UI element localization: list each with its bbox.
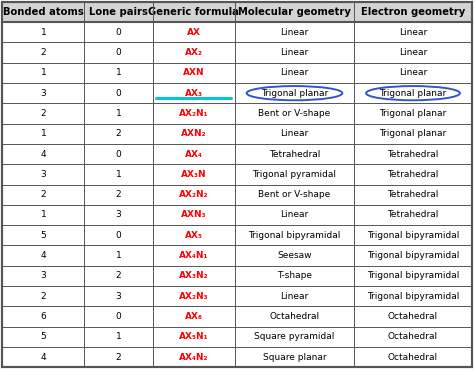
Text: AX₅N₁: AX₅N₁ bbox=[179, 332, 209, 341]
Text: Trigonal bipyramidal: Trigonal bipyramidal bbox=[367, 271, 459, 280]
Text: Trigonal planar: Trigonal planar bbox=[261, 89, 328, 98]
Text: AXN: AXN bbox=[183, 68, 204, 77]
Text: Trigonal bipyramidal: Trigonal bipyramidal bbox=[367, 231, 459, 240]
Text: 2: 2 bbox=[41, 190, 46, 199]
Text: 0: 0 bbox=[116, 231, 121, 240]
Text: Linear: Linear bbox=[399, 48, 427, 57]
Text: 0: 0 bbox=[116, 28, 121, 37]
Text: 1: 1 bbox=[41, 68, 46, 77]
Text: Trigonal planar: Trigonal planar bbox=[379, 129, 447, 138]
Text: Octahedral: Octahedral bbox=[388, 352, 438, 362]
Text: 1: 1 bbox=[116, 109, 121, 118]
Text: 2: 2 bbox=[116, 129, 121, 138]
Text: AX₃N₂: AX₃N₂ bbox=[179, 271, 209, 280]
Text: Tetrahedral: Tetrahedral bbox=[269, 149, 320, 159]
Text: AXN₃: AXN₃ bbox=[181, 210, 206, 220]
Text: Trigonal pyramidal: Trigonal pyramidal bbox=[253, 170, 337, 179]
Text: AX₂: AX₂ bbox=[184, 48, 202, 57]
Text: Bonded atoms: Bonded atoms bbox=[3, 7, 84, 17]
Text: Bent or V-shape: Bent or V-shape bbox=[258, 109, 330, 118]
Text: 5: 5 bbox=[41, 231, 46, 240]
Text: Electron geometry: Electron geometry bbox=[361, 7, 465, 17]
Text: Linear: Linear bbox=[399, 28, 427, 37]
Text: 4: 4 bbox=[41, 352, 46, 362]
Text: Lone pairs: Lone pairs bbox=[89, 7, 148, 17]
Text: 3: 3 bbox=[41, 170, 46, 179]
Text: Trigonal planar: Trigonal planar bbox=[379, 109, 447, 118]
Text: Tetrahedral: Tetrahedral bbox=[387, 190, 438, 199]
Text: 2: 2 bbox=[116, 190, 121, 199]
Text: 3: 3 bbox=[116, 210, 121, 220]
Text: 1: 1 bbox=[116, 251, 121, 260]
Text: Tetrahedral: Tetrahedral bbox=[387, 170, 438, 179]
Text: Trigonal planar: Trigonal planar bbox=[379, 89, 447, 98]
Text: 1: 1 bbox=[41, 129, 46, 138]
Text: Linear: Linear bbox=[399, 68, 427, 77]
Text: Bent or V-shape: Bent or V-shape bbox=[258, 190, 330, 199]
Text: 1: 1 bbox=[41, 210, 46, 220]
Text: AX₅: AX₅ bbox=[184, 231, 202, 240]
Text: Linear: Linear bbox=[280, 68, 309, 77]
Text: Tetrahedral: Tetrahedral bbox=[387, 210, 438, 220]
Text: Linear: Linear bbox=[280, 129, 309, 138]
Text: AX₄: AX₄ bbox=[185, 149, 202, 159]
Text: Octahedral: Octahedral bbox=[388, 312, 438, 321]
Text: 6: 6 bbox=[41, 312, 46, 321]
Text: Trigonal bipyramidal: Trigonal bipyramidal bbox=[248, 231, 341, 240]
Text: Linear: Linear bbox=[280, 210, 309, 220]
Text: 1: 1 bbox=[116, 68, 121, 77]
Text: Tetrahedral: Tetrahedral bbox=[387, 149, 438, 159]
Text: AX₃N: AX₃N bbox=[181, 170, 206, 179]
Text: Trigonal bipyramidal: Trigonal bipyramidal bbox=[367, 251, 459, 260]
Text: Generic formula: Generic formula bbox=[148, 7, 239, 17]
Text: AX₆: AX₆ bbox=[184, 312, 202, 321]
Text: AX: AX bbox=[187, 28, 201, 37]
Text: 1: 1 bbox=[41, 28, 46, 37]
Text: 0: 0 bbox=[116, 89, 121, 98]
Text: AX₄N₂: AX₄N₂ bbox=[179, 352, 209, 362]
Text: AX₂N₂: AX₂N₂ bbox=[179, 190, 209, 199]
Text: Trigonal bipyramidal: Trigonal bipyramidal bbox=[367, 292, 459, 301]
Text: Linear: Linear bbox=[280, 28, 309, 37]
Text: 4: 4 bbox=[41, 251, 46, 260]
Text: T-shape: T-shape bbox=[277, 271, 312, 280]
Text: Square planar: Square planar bbox=[263, 352, 326, 362]
Text: 3: 3 bbox=[41, 89, 46, 98]
Text: Seesaw: Seesaw bbox=[277, 251, 312, 260]
Text: 2: 2 bbox=[41, 109, 46, 118]
Text: Square pyramidal: Square pyramidal bbox=[254, 332, 335, 341]
Text: AX₄N₁: AX₄N₁ bbox=[179, 251, 208, 260]
Text: AX₂N₁: AX₂N₁ bbox=[179, 109, 209, 118]
Text: 0: 0 bbox=[116, 48, 121, 57]
Text: AX₃: AX₃ bbox=[184, 89, 202, 98]
Text: Octahedral: Octahedral bbox=[269, 312, 319, 321]
Text: 3: 3 bbox=[41, 271, 46, 280]
Text: 2: 2 bbox=[41, 48, 46, 57]
Text: 2: 2 bbox=[116, 271, 121, 280]
Text: Linear: Linear bbox=[280, 48, 309, 57]
Text: 0: 0 bbox=[116, 149, 121, 159]
Text: 5: 5 bbox=[41, 332, 46, 341]
Text: 4: 4 bbox=[41, 149, 46, 159]
Text: Octahedral: Octahedral bbox=[388, 332, 438, 341]
Text: Molecular geometry: Molecular geometry bbox=[238, 7, 351, 17]
Text: 0: 0 bbox=[116, 312, 121, 321]
Bar bbox=[2, 2, 472, 22]
Text: 1: 1 bbox=[116, 332, 121, 341]
Text: 3: 3 bbox=[116, 292, 121, 301]
Text: 2: 2 bbox=[116, 352, 121, 362]
Text: AX₂N₃: AX₂N₃ bbox=[179, 292, 209, 301]
Text: Linear: Linear bbox=[280, 292, 309, 301]
Text: 2: 2 bbox=[41, 292, 46, 301]
Text: AXN₂: AXN₂ bbox=[181, 129, 206, 138]
Text: 1: 1 bbox=[116, 170, 121, 179]
